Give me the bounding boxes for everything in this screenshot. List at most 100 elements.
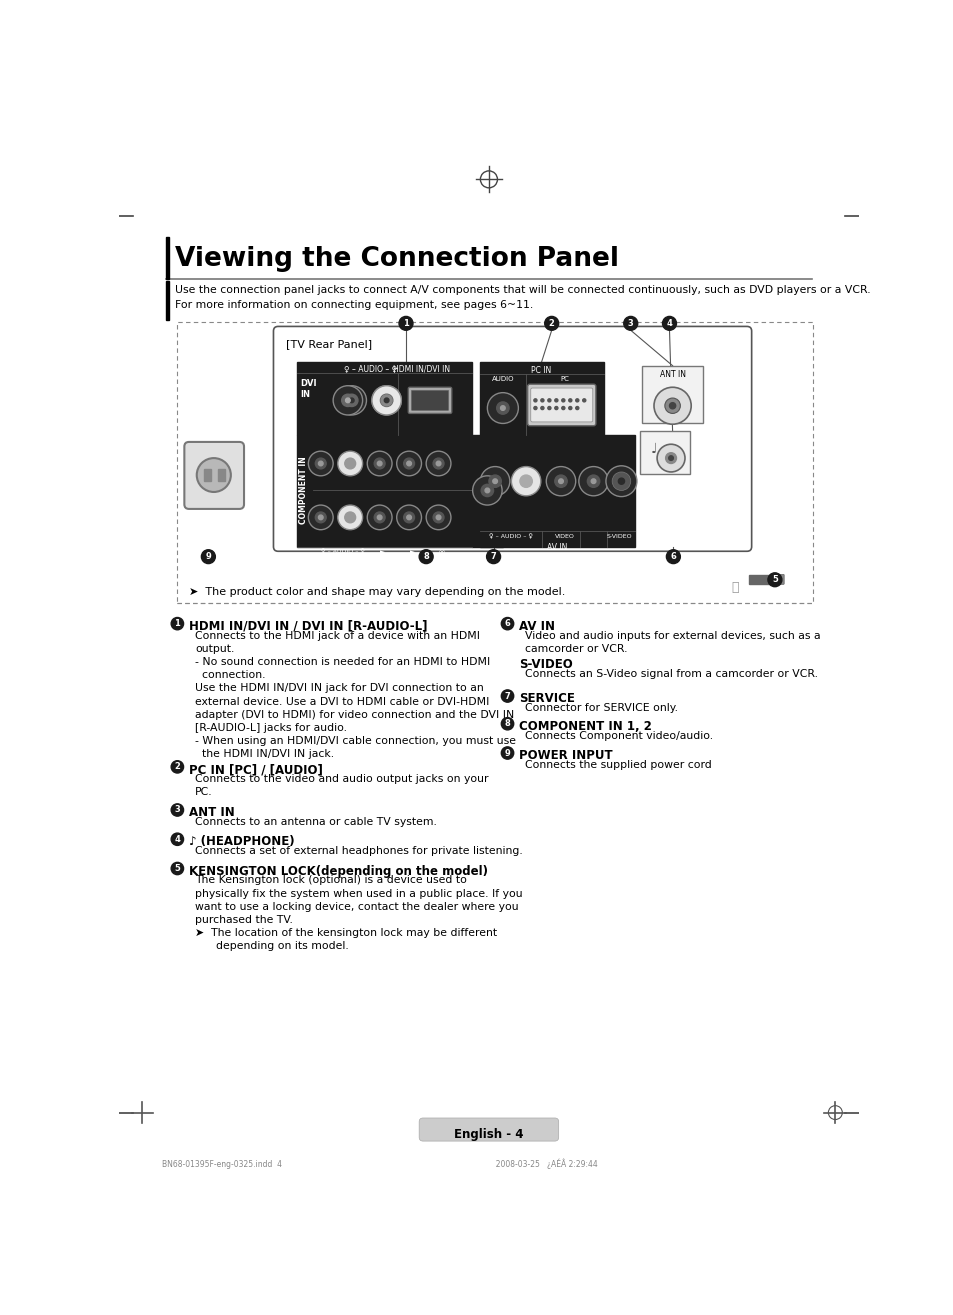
Circle shape — [171, 618, 183, 630]
Circle shape — [318, 462, 323, 466]
Circle shape — [349, 398, 354, 402]
Circle shape — [171, 760, 183, 773]
Text: The Kensington lock (optional) is a device used to
physically fix the system whe: The Kensington lock (optional) is a devi… — [195, 876, 522, 952]
Circle shape — [337, 451, 362, 476]
Circle shape — [171, 863, 183, 874]
Circle shape — [308, 451, 333, 476]
Text: AV IN: AV IN — [546, 543, 567, 552]
Text: [TV Rear Panel]: [TV Rear Panel] — [286, 339, 372, 348]
Circle shape — [315, 512, 326, 523]
Circle shape — [345, 398, 350, 402]
Text: DVI
IN: DVI IN — [300, 379, 316, 398]
Text: 3: 3 — [627, 318, 633, 327]
Circle shape — [497, 402, 509, 414]
Circle shape — [403, 512, 415, 523]
Circle shape — [511, 467, 540, 496]
Circle shape — [555, 475, 567, 488]
Bar — [472, 435, 502, 547]
Circle shape — [196, 458, 231, 492]
Circle shape — [544, 317, 558, 330]
Text: 9: 9 — [504, 748, 510, 757]
Circle shape — [344, 458, 355, 469]
Text: Connects a set of external headphones for private listening.: Connects a set of external headphones fo… — [195, 846, 522, 856]
Text: COMPONENT IN 1, 2: COMPONENT IN 1, 2 — [518, 719, 651, 732]
Circle shape — [418, 550, 433, 564]
Circle shape — [201, 550, 215, 564]
Circle shape — [436, 515, 440, 519]
Circle shape — [433, 458, 443, 469]
Circle shape — [654, 387, 691, 425]
Circle shape — [337, 505, 362, 530]
Bar — [479, 362, 603, 435]
Text: 7: 7 — [504, 692, 510, 701]
Text: 5: 5 — [174, 864, 180, 873]
Circle shape — [426, 451, 451, 476]
Circle shape — [500, 747, 513, 759]
Text: Video and audio inputs for external devices, such as a
camcorder or VCR.: Video and audio inputs for external devi… — [525, 631, 821, 654]
Circle shape — [406, 515, 411, 519]
Circle shape — [665, 452, 676, 463]
Circle shape — [606, 467, 636, 496]
Text: HDMI IN/DVI IN / DVI IN [R-AUDIO-L]: HDMI IN/DVI IN / DVI IN [R-AUDIO-L] — [189, 619, 427, 633]
Text: BN68-01395F-eng-0325.indd  4                                                    : BN68-01395F-eng-0325.indd 4 — [162, 1159, 597, 1169]
Text: ►: ► — [379, 548, 385, 555]
Circle shape — [377, 515, 381, 519]
Text: 2: 2 — [174, 763, 180, 772]
Bar — [479, 435, 634, 547]
Text: S-VIDEO: S-VIDEO — [606, 534, 631, 539]
Text: SERVICE: SERVICE — [474, 552, 500, 558]
FancyBboxPatch shape — [184, 442, 244, 509]
Circle shape — [171, 803, 183, 817]
Text: ANT IN: ANT IN — [189, 806, 234, 819]
Circle shape — [615, 475, 627, 488]
Text: 1: 1 — [402, 318, 409, 327]
Circle shape — [318, 515, 323, 519]
Text: 5: 5 — [771, 575, 777, 584]
Text: Viewing the Connection Panel: Viewing the Connection Panel — [174, 246, 618, 272]
Circle shape — [486, 550, 500, 564]
Circle shape — [372, 385, 401, 416]
Circle shape — [426, 505, 451, 530]
Text: 4: 4 — [666, 318, 672, 327]
Text: Connects Component video/audio.: Connects Component video/audio. — [525, 731, 713, 740]
Circle shape — [558, 479, 562, 484]
Circle shape — [668, 456, 673, 460]
Circle shape — [500, 618, 513, 630]
Circle shape — [666, 550, 679, 564]
Text: 9: 9 — [205, 552, 211, 562]
Circle shape — [546, 467, 575, 496]
FancyBboxPatch shape — [411, 391, 448, 410]
Circle shape — [547, 398, 550, 402]
Text: ➤  The product color and shape may vary depending on the model.: ➤ The product color and shape may vary d… — [189, 588, 565, 597]
Circle shape — [623, 317, 637, 330]
Circle shape — [612, 472, 630, 490]
Text: Connector for SERVICE only.: Connector for SERVICE only. — [525, 704, 678, 713]
Circle shape — [493, 479, 497, 484]
Circle shape — [561, 406, 564, 409]
Text: 2: 2 — [548, 318, 554, 327]
Text: 1: 1 — [174, 619, 180, 629]
Circle shape — [480, 484, 493, 497]
Circle shape — [436, 462, 440, 466]
Circle shape — [582, 398, 585, 402]
Text: PC IN [PC] / [AUDIO]: PC IN [PC] / [AUDIO] — [189, 763, 322, 776]
Text: 6: 6 — [670, 552, 676, 562]
Bar — [177, 322, 812, 602]
Circle shape — [618, 479, 623, 484]
Circle shape — [345, 394, 357, 406]
Bar — [204, 469, 211, 481]
Text: ♀ – AUDIO – ♀: ♀ – AUDIO – ♀ — [320, 548, 364, 555]
Text: ►: ► — [409, 548, 415, 555]
Text: KENSINGTON LOCK(depending on the model): KENSINGTON LOCK(depending on the model) — [189, 865, 488, 877]
Circle shape — [403, 458, 415, 469]
Circle shape — [367, 451, 392, 476]
Circle shape — [406, 462, 411, 466]
Circle shape — [500, 406, 505, 410]
Circle shape — [657, 444, 684, 472]
Circle shape — [669, 402, 675, 409]
Circle shape — [534, 398, 537, 402]
Circle shape — [661, 317, 676, 330]
Text: 3: 3 — [174, 806, 180, 814]
Text: 8: 8 — [504, 719, 510, 729]
FancyBboxPatch shape — [408, 387, 452, 413]
